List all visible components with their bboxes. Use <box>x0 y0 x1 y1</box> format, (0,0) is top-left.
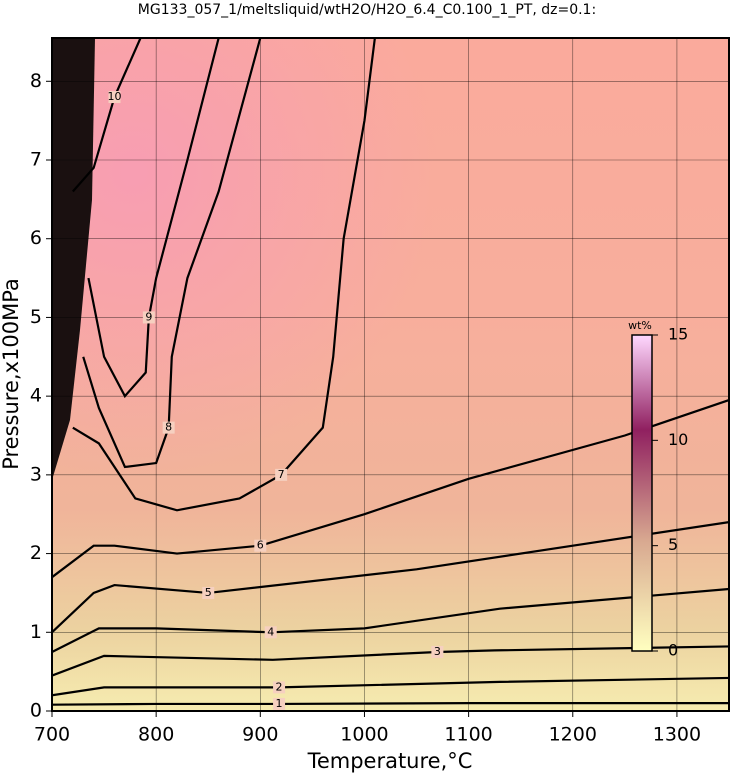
contour-label: 8 <box>165 421 172 434</box>
x-tick-label: 700 <box>34 724 70 746</box>
colorbar-tick-label: 15 <box>668 325 688 344</box>
contour-label-bg <box>162 421 175 434</box>
contour-label: 4 <box>267 625 274 638</box>
contour-label-bg <box>431 645 444 658</box>
dark-region <box>52 38 95 480</box>
y-tick-label: 7 <box>30 149 42 171</box>
x-tick-label: 1300 <box>653 724 701 746</box>
contour-label-bg <box>275 468 288 481</box>
colorbar <box>631 334 653 652</box>
contour-label: 5 <box>205 586 212 599</box>
x-tick-label: 1000 <box>340 724 388 746</box>
colorbar-tick-label: 0 <box>668 641 678 660</box>
y-tick-label: 6 <box>30 227 42 249</box>
contour-label: 9 <box>145 310 152 323</box>
frame <box>51 37 730 712</box>
contour-label-bg <box>142 311 155 324</box>
contour-line <box>52 645 729 677</box>
contour-label-bg <box>254 539 267 552</box>
contour-label: 1 <box>276 697 283 710</box>
plot-area: 1 2 3 4 5 6 7 8 9 10 <box>52 38 729 711</box>
y-tick-label: 8 <box>30 70 42 92</box>
contour-line <box>72 38 142 193</box>
y-tick-label: 4 <box>30 385 42 407</box>
contour-label-bg <box>202 586 215 599</box>
contour-line <box>87 38 220 399</box>
colorbar-tick-label: 5 <box>668 535 678 554</box>
y-tick-label: 3 <box>30 463 42 485</box>
chart-title: MG133_057_1/meltsliquid/wtH2O/H2O_6.4_C0… <box>138 2 596 18</box>
y-tick-label: 1 <box>30 621 42 643</box>
y-tick-label: 5 <box>30 306 42 328</box>
x-tick-label: 800 <box>138 724 174 746</box>
x-tick-label: 900 <box>242 724 278 746</box>
x-axis-label: Temperature,°C <box>307 749 473 773</box>
contour-label-bg <box>273 697 286 710</box>
background-shade <box>52 38 729 711</box>
x-tick-label: 1200 <box>549 724 597 746</box>
colorbar-tick-label: 10 <box>668 430 688 449</box>
contour-label: 6 <box>257 539 264 552</box>
contour-label: 3 <box>434 645 441 658</box>
contour-label: 7 <box>278 468 285 481</box>
y-tick-label: 2 <box>30 542 42 564</box>
x-tick-label: 1100 <box>444 724 492 746</box>
colorbar-label: wt% <box>628 319 652 332</box>
contour-label-bg <box>273 681 286 694</box>
contour-label-bg <box>108 91 121 104</box>
contour-label-bg <box>264 626 277 639</box>
contour-label: 2 <box>276 680 283 693</box>
y-tick-label: 0 <box>30 700 42 722</box>
contour-label: 10 <box>107 90 121 103</box>
y-axis-label: Pressure,x100MPa <box>0 278 23 470</box>
